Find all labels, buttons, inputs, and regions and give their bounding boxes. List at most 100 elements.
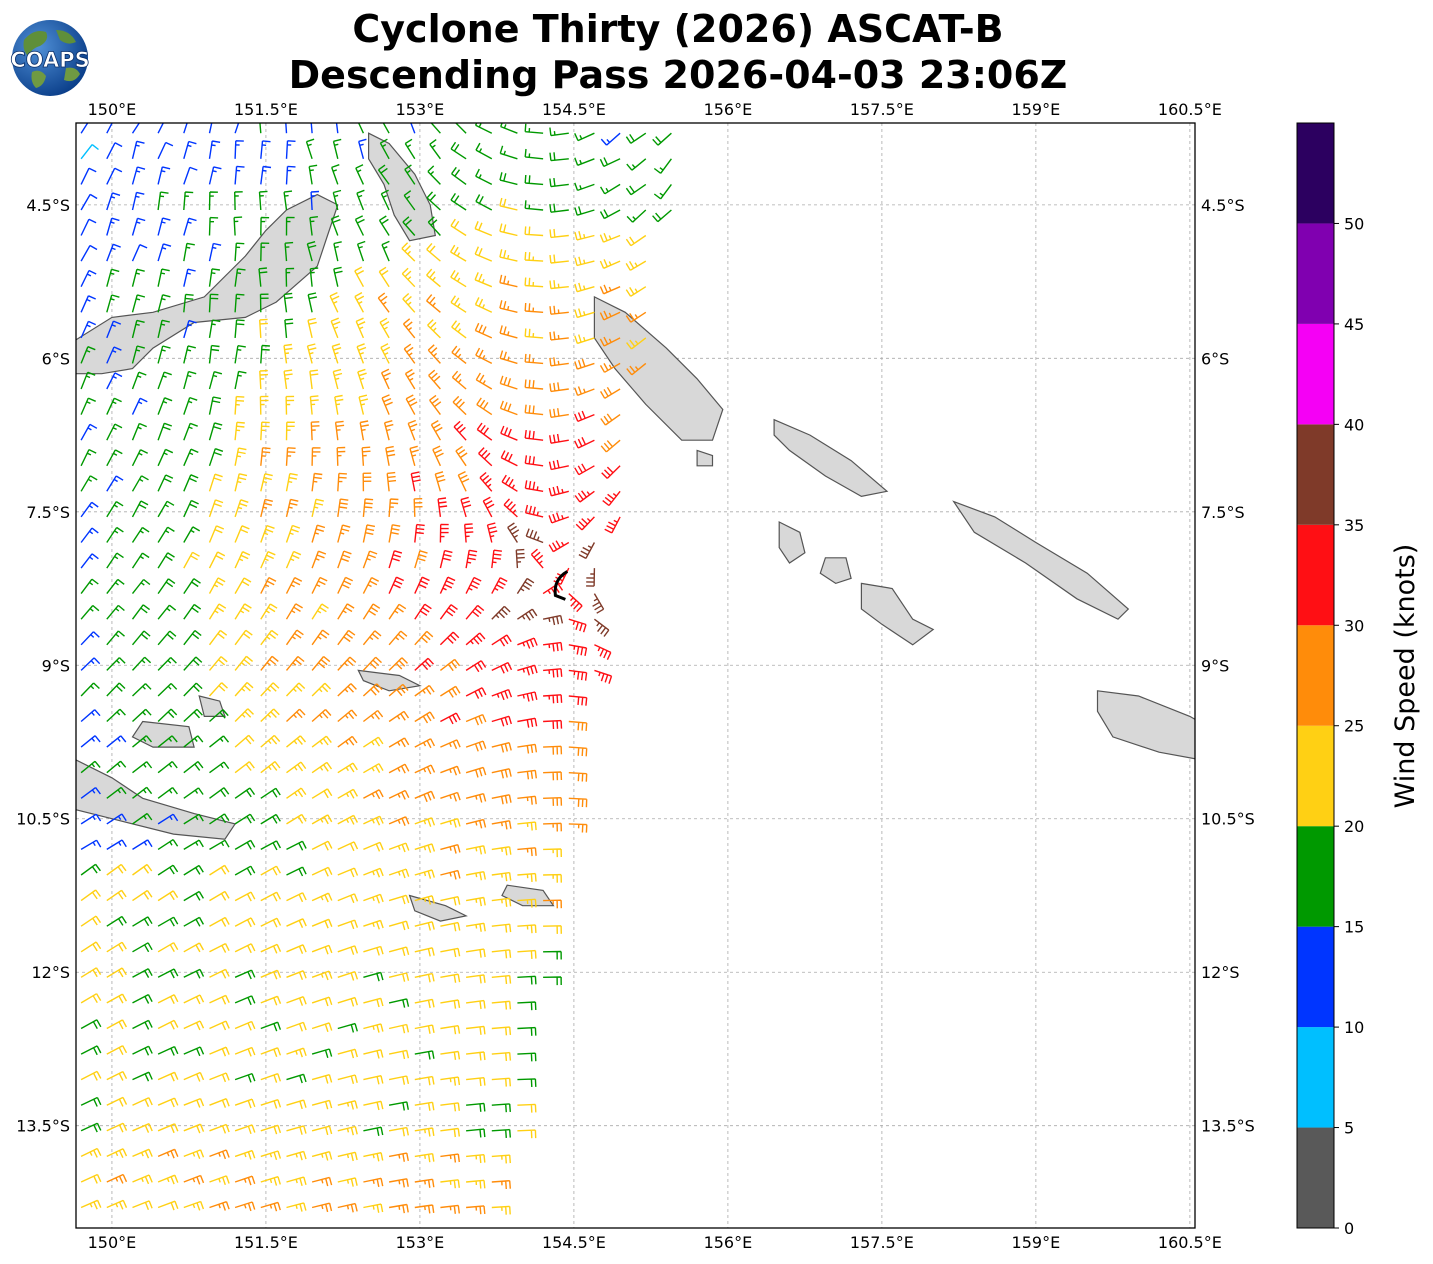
wind-barb <box>335 123 339 134</box>
wind-barb <box>358 138 367 159</box>
wind-barb <box>363 736 384 748</box>
wind-barb <box>413 498 423 517</box>
wind-barb <box>515 548 525 569</box>
wind-barb <box>450 295 467 313</box>
wind-barb <box>440 973 461 983</box>
wind-barb <box>388 946 410 956</box>
wind-barb <box>499 172 518 186</box>
wind-barb <box>183 682 203 697</box>
wind-barb <box>337 762 358 774</box>
wind-barb <box>486 522 498 543</box>
wind-barb <box>157 397 173 415</box>
wind-barb <box>440 1076 461 1086</box>
colorbar-tick-label: 15 <box>1344 918 1364 937</box>
wind-barb <box>260 917 282 928</box>
wind-barb <box>626 337 647 350</box>
wind-barb <box>362 472 372 492</box>
wind-barb <box>549 331 569 341</box>
wind-barb <box>499 300 518 313</box>
wind-barb <box>209 761 230 774</box>
wind-barb <box>132 1123 153 1133</box>
wind-barb <box>440 1102 460 1112</box>
wind-barb <box>183 526 201 543</box>
wind-barb <box>354 291 365 313</box>
wind-barb <box>363 841 384 852</box>
wind-barb <box>234 1046 256 1057</box>
wind-barb <box>284 318 294 338</box>
wind-barb <box>106 1199 128 1210</box>
wind-barb <box>311 1022 333 1033</box>
wind-barb <box>379 317 390 339</box>
wind-barb <box>106 346 122 364</box>
wind-barb <box>499 375 518 390</box>
wind-barb <box>80 448 97 467</box>
wind-barb <box>388 1101 409 1111</box>
wind-barb <box>331 164 340 185</box>
wind-barb <box>499 145 518 160</box>
wind-barb <box>106 475 124 492</box>
wind-barb <box>208 293 219 313</box>
wind-barb <box>407 419 418 441</box>
wind-barb <box>260 891 282 902</box>
wind-barb <box>543 976 562 986</box>
wind-barb <box>234 995 256 1006</box>
wind-barb <box>234 319 245 338</box>
wind-barb <box>363 1023 384 1033</box>
wind-barb <box>157 735 178 748</box>
wind-barb <box>183 864 204 876</box>
wind-barb <box>209 1046 230 1057</box>
wind-barb <box>491 634 512 647</box>
wind-barb <box>388 868 410 879</box>
wind-barb <box>157 319 170 339</box>
wind-barb <box>157 604 177 620</box>
wind-barb <box>234 943 256 954</box>
wind-barb <box>183 1174 205 1185</box>
wind-barb <box>466 1205 486 1215</box>
wind-barb <box>80 553 99 569</box>
lon-tick-label: 154.5°E <box>542 100 606 119</box>
wind-barb <box>208 268 220 287</box>
wind-barb <box>80 167 97 185</box>
wind-barb <box>465 896 486 907</box>
wind-barb <box>131 244 148 262</box>
colorbar-tick-label: 10 <box>1344 1018 1364 1037</box>
wind-barb <box>594 644 612 660</box>
wind-barb <box>524 302 544 313</box>
wind-barb <box>524 174 544 186</box>
wind-barb <box>380 343 391 364</box>
woodlark-island <box>357 669 422 692</box>
wind-barb <box>414 1204 435 1214</box>
wind-barb <box>234 345 246 364</box>
wind-barb <box>337 788 359 799</box>
wind-barb <box>388 657 408 671</box>
wind-barb <box>285 498 299 518</box>
lon-tick-label: 159°E <box>1012 1233 1061 1252</box>
wind-barb <box>388 524 401 543</box>
wind-barb <box>234 1098 256 1109</box>
wind-barb <box>625 183 647 196</box>
wind-barb <box>465 549 478 569</box>
wind-barb <box>234 551 251 569</box>
wind-barb <box>132 1071 153 1082</box>
wind-barb <box>524 404 544 416</box>
wind-barb <box>358 394 369 415</box>
wind-barb <box>310 190 320 211</box>
wind-barb <box>234 891 256 902</box>
wind-barb <box>208 422 223 441</box>
new-britain-island <box>76 193 339 375</box>
wind-barb <box>466 999 486 1010</box>
wind-barb <box>524 430 544 441</box>
wind-barb <box>388 550 403 569</box>
wind-barb <box>183 1071 205 1082</box>
wind-barb <box>106 243 121 262</box>
wind-barb <box>157 1097 179 1108</box>
wind-barb <box>132 889 153 902</box>
colorbar-tick-label: 40 <box>1344 415 1364 434</box>
wind-barb <box>388 603 407 620</box>
wind-barb <box>80 787 101 799</box>
wind-barb <box>466 1102 486 1112</box>
wind-barb <box>388 1023 410 1034</box>
wind-barb <box>80 144 99 160</box>
wind-barb <box>285 421 295 441</box>
wind-barb <box>157 1148 179 1159</box>
